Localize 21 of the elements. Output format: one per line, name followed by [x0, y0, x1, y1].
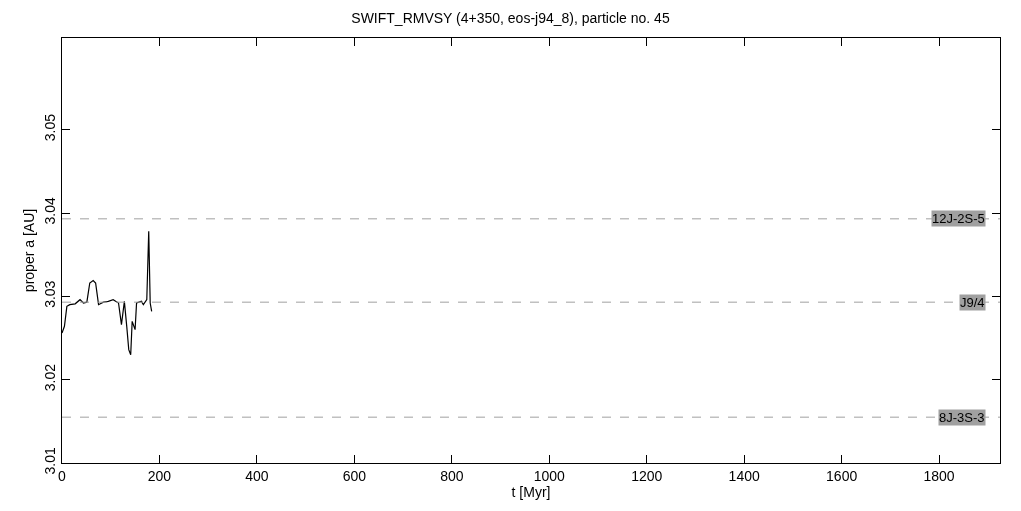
- x-tick-label: 1600: [826, 467, 858, 484]
- y-tick-label: 3.04: [42, 197, 59, 225]
- y-tick-label: 3.01: [42, 447, 59, 475]
- x-tick-label: 1800: [923, 467, 955, 484]
- ref-line-label: J9/4: [960, 295, 985, 310]
- x-tick-label: 400: [245, 467, 269, 484]
- x-tick-label: 1400: [728, 467, 760, 484]
- x-tick-label: 800: [440, 467, 464, 484]
- x-tick-label: 1000: [533, 467, 566, 484]
- chart-title: SWIFT_RMVSY (4+350, eos-j94_8), particle no. 45: [351, 9, 670, 26]
- x-axis-title: t [Myr]: [511, 483, 551, 500]
- ref-line-label: 8J-3S-3: [939, 410, 985, 425]
- x-tick-label: 600: [342, 467, 367, 484]
- y-tick-label: 3.05: [42, 113, 59, 142]
- x-tick-label: 0: [58, 467, 67, 484]
- y-tick-label: 3.02: [42, 363, 59, 392]
- y-axis-title: proper a [AU]: [21, 208, 37, 293]
- ref-line-label: 12J-2S-5: [932, 211, 985, 226]
- x-tick-label: 200: [147, 467, 172, 484]
- x-tick-label: 1200: [631, 467, 663, 484]
- y-tick-label: 3.03: [42, 280, 59, 308]
